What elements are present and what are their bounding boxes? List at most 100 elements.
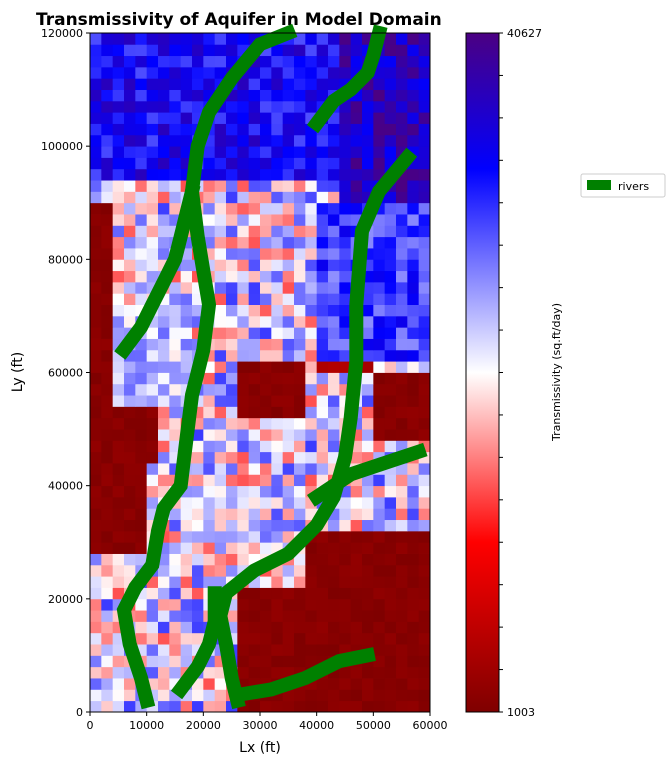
heatmap-cell <box>90 89 102 102</box>
heatmap-cell <box>169 372 182 385</box>
heatmap-cell <box>305 621 318 634</box>
heatmap-cell <box>305 168 318 181</box>
heatmap-cell <box>180 372 193 385</box>
heatmap-cell <box>271 44 284 57</box>
heatmap-cell <box>282 100 295 113</box>
heatmap-cell <box>328 327 340 339</box>
heatmap-cell <box>192 44 204 57</box>
heatmap-cell <box>328 610 340 622</box>
heatmap-cell <box>135 621 148 634</box>
heatmap-cell <box>203 383 216 396</box>
heatmap-cell <box>203 474 216 487</box>
heatmap-cell <box>226 621 238 634</box>
heatmap-cell <box>101 610 114 622</box>
heatmap-cell <box>146 225 159 238</box>
heatmap-cell <box>396 519 408 532</box>
heatmap-cell <box>112 146 125 158</box>
heatmap-cell <box>294 100 306 113</box>
heatmap-cell <box>407 632 420 645</box>
heatmap-cell <box>316 225 329 238</box>
heatmap-cell <box>339 191 352 204</box>
heatmap-cell <box>396 293 408 305</box>
heatmap-cell <box>260 451 272 464</box>
legend-box <box>580 173 666 198</box>
heatmap-cell <box>339 395 352 407</box>
heatmap-cell <box>248 655 261 668</box>
heatmap-cell <box>407 191 420 204</box>
y-tick-label: 100000 <box>41 140 83 153</box>
heatmap-cell <box>158 429 170 441</box>
heatmap-cell <box>226 542 238 554</box>
heatmap-cell <box>260 281 272 294</box>
heatmap-cell <box>203 157 216 170</box>
heatmap-cell <box>418 168 431 181</box>
heatmap-cell <box>294 463 306 475</box>
heatmap-cell <box>146 89 159 102</box>
heatmap-cell <box>305 236 318 249</box>
heatmap-cell <box>384 417 397 430</box>
heatmap-cell <box>192 463 204 475</box>
heatmap-cell <box>146 202 159 215</box>
heatmap-cell <box>203 168 216 181</box>
heatmap-cell <box>282 157 295 170</box>
heatmap-cell <box>384 576 397 588</box>
heatmap-cell <box>350 644 363 656</box>
heatmap-cell <box>112 33 125 45</box>
heatmap-cell <box>282 180 295 192</box>
heatmap-cell <box>282 315 295 328</box>
heatmap-cell <box>158 440 170 453</box>
heatmap-cell <box>214 66 227 79</box>
heatmap-cell <box>192 700 204 713</box>
heatmap-cell <box>271 361 284 373</box>
heatmap-cell <box>226 112 238 124</box>
heatmap-cell <box>384 372 397 385</box>
heatmap-cell <box>237 666 250 679</box>
heatmap-cell <box>248 463 261 475</box>
heatmap-cell <box>294 383 306 396</box>
heatmap-cell <box>146 236 159 249</box>
heatmap-cell <box>226 180 238 192</box>
heatmap-cell <box>271 632 284 645</box>
heatmap-cell <box>146 55 159 68</box>
heatmap-cell <box>146 700 159 713</box>
heatmap-cell <box>282 168 295 181</box>
heatmap-cell <box>271 429 284 441</box>
heatmap-cell <box>135 78 148 90</box>
heatmap-cell <box>203 689 216 702</box>
heatmap-cell <box>146 191 159 204</box>
heatmap-cell <box>328 621 340 634</box>
heatmap-cell <box>373 700 386 713</box>
heatmap-cell <box>112 542 125 554</box>
heatmap-cell <box>384 123 397 136</box>
heatmap-cell <box>260 655 272 668</box>
heatmap-cell <box>101 112 114 124</box>
heatmap-cell <box>282 304 295 317</box>
heatmap-cell <box>350 168 363 181</box>
heatmap-cell <box>282 225 295 238</box>
heatmap-cell <box>316 644 329 656</box>
heatmap-cell <box>373 157 386 170</box>
heatmap-cell <box>203 191 216 204</box>
heatmap-cell <box>226 225 238 238</box>
heatmap-cell <box>384 395 397 407</box>
heatmap-cell <box>112 564 125 577</box>
heatmap-cell <box>396 259 408 272</box>
heatmap-cell <box>237 44 250 57</box>
heatmap-cell <box>316 78 329 90</box>
heatmap-cell <box>248 429 261 441</box>
heatmap-cell <box>328 33 340 45</box>
heatmap-cell <box>396 180 408 192</box>
heatmap-cell <box>237 406 250 419</box>
heatmap-cell <box>146 485 159 498</box>
heatmap-cell <box>362 134 374 147</box>
heatmap-cell <box>316 395 329 407</box>
heatmap-cell <box>350 610 363 622</box>
heatmap-cell <box>271 146 284 158</box>
heatmap-cell <box>169 78 182 90</box>
heatmap-cell <box>396 474 408 487</box>
heatmap-cell <box>203 519 216 532</box>
heatmap-cell <box>260 474 272 487</box>
heatmap-cell <box>158 327 170 339</box>
heatmap-cell <box>339 361 352 373</box>
heatmap-cell <box>373 440 386 453</box>
